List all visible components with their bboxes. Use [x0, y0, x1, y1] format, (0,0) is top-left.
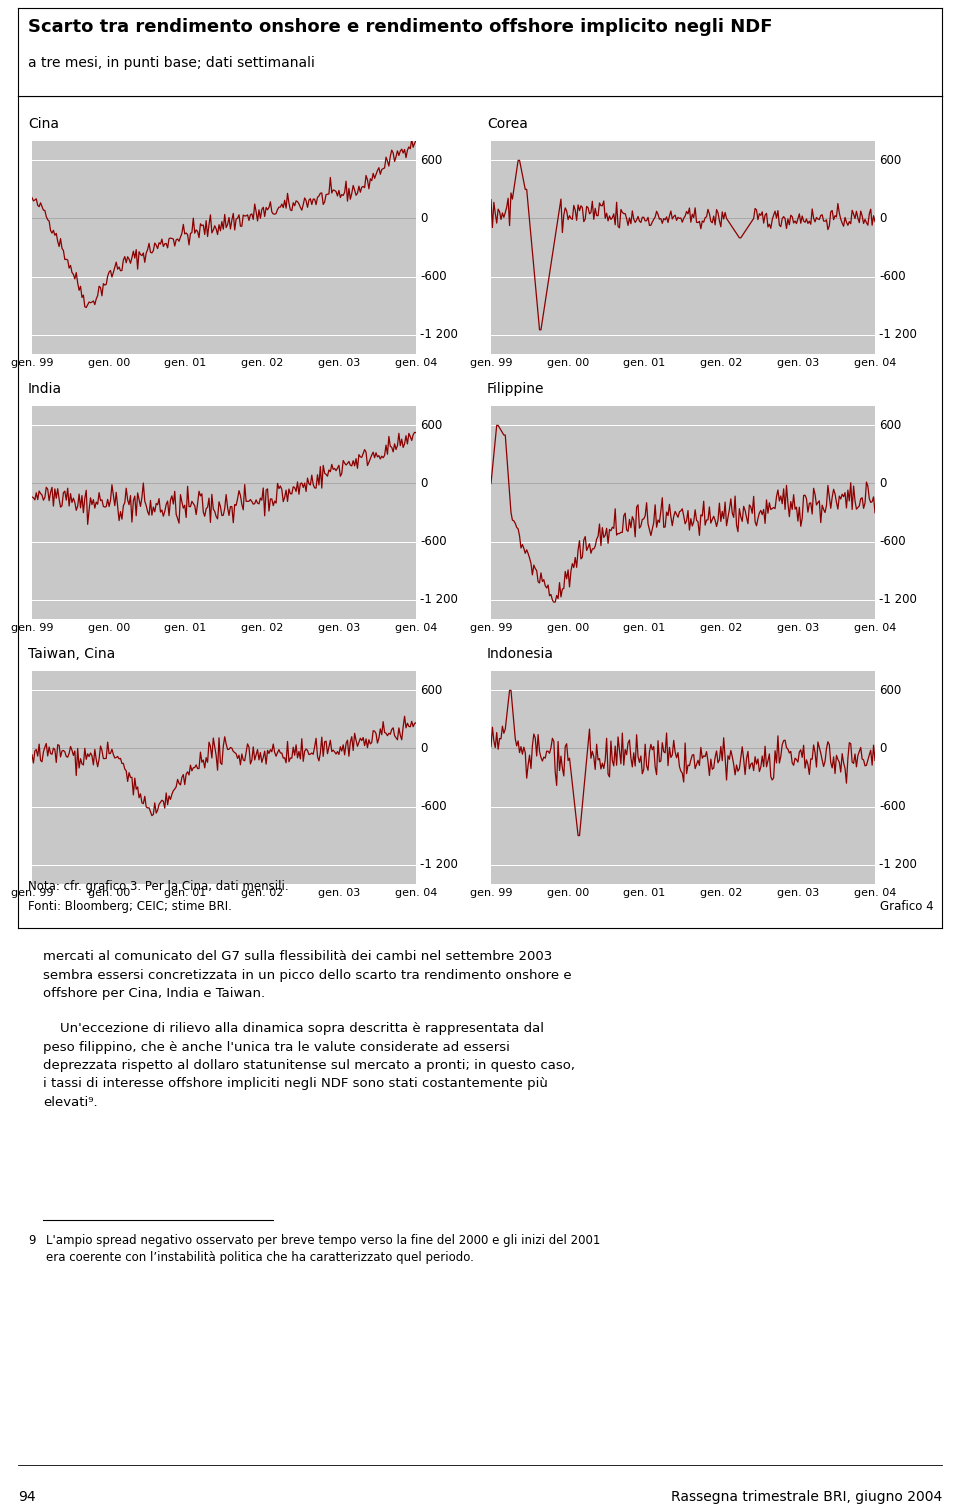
- Text: Fonti: Bloomberg; CEIC; stime BRI.: Fonti: Bloomberg; CEIC; stime BRI.: [28, 900, 232, 913]
- Text: gen. 00: gen. 00: [546, 359, 588, 368]
- Text: 0: 0: [879, 476, 886, 490]
- Text: L'ampio spread negativo osservato per breve tempo verso la fine del 2000 e gli i: L'ampio spread negativo osservato per br…: [46, 1234, 600, 1264]
- Text: gen. 02: gen. 02: [700, 359, 743, 368]
- Text: 600: 600: [420, 154, 443, 167]
- Text: gen. 00: gen. 00: [546, 622, 588, 633]
- Text: gen. 01: gen. 01: [623, 622, 665, 633]
- Text: Grafico 4: Grafico 4: [880, 900, 934, 913]
- Text: Cina: Cina: [28, 118, 59, 131]
- Text: gen. 03: gen. 03: [318, 888, 360, 898]
- Text: gen. 03: gen. 03: [318, 359, 360, 368]
- Text: gen. 99: gen. 99: [11, 888, 53, 898]
- Text: gen. 01: gen. 01: [164, 888, 206, 898]
- Text: Filippine: Filippine: [487, 381, 544, 396]
- Text: gen. 02: gen. 02: [241, 622, 283, 633]
- Text: Un'eccezione di rilievo alla dinamica sopra descritta è rappresentata dal
peso f: Un'eccezione di rilievo alla dinamica so…: [43, 1022, 575, 1109]
- Text: a tre mesi, in punti base; dati settimanali: a tre mesi, in punti base; dati settiman…: [28, 56, 315, 69]
- Text: -600: -600: [879, 800, 905, 814]
- Text: Rassegna trimestrale BRI, giugno 2004: Rassegna trimestrale BRI, giugno 2004: [671, 1490, 942, 1504]
- Text: gen. 04: gen. 04: [853, 888, 897, 898]
- Text: -600: -600: [420, 270, 446, 283]
- Text: 94: 94: [18, 1490, 36, 1504]
- Text: -600: -600: [879, 535, 905, 549]
- Text: gen. 01: gen. 01: [623, 359, 665, 368]
- Text: gen. 00: gen. 00: [87, 622, 130, 633]
- Text: gen. 00: gen. 00: [87, 359, 130, 368]
- Text: gen. 01: gen. 01: [164, 359, 206, 368]
- Text: -600: -600: [879, 270, 905, 283]
- Text: -1 200: -1 200: [420, 594, 458, 606]
- Text: gen. 00: gen. 00: [546, 888, 588, 898]
- Text: gen. 99: gen. 99: [469, 622, 513, 633]
- Text: 0: 0: [420, 741, 427, 755]
- Text: 0: 0: [879, 212, 886, 225]
- Text: gen. 01: gen. 01: [623, 888, 665, 898]
- Text: gen. 03: gen. 03: [318, 622, 360, 633]
- Text: India: India: [28, 381, 62, 396]
- Text: Nota: cfr. grafico 3. Per la Cina, dati mensili.: Nota: cfr. grafico 3. Per la Cina, dati …: [28, 880, 289, 894]
- Text: 9: 9: [28, 1234, 36, 1246]
- Text: -600: -600: [420, 800, 446, 814]
- Text: gen. 02: gen. 02: [241, 359, 283, 368]
- Text: -1 200: -1 200: [420, 857, 458, 871]
- Text: gen. 04: gen. 04: [395, 888, 437, 898]
- Text: gen. 02: gen. 02: [241, 888, 283, 898]
- Text: 600: 600: [879, 684, 901, 696]
- Text: 0: 0: [879, 741, 886, 755]
- Text: gen. 02: gen. 02: [700, 888, 743, 898]
- Text: gen. 99: gen. 99: [469, 359, 513, 368]
- Text: Corea: Corea: [487, 118, 528, 131]
- Text: gen. 03: gen. 03: [777, 359, 819, 368]
- Text: gen. 03: gen. 03: [777, 622, 819, 633]
- Text: gen. 99: gen. 99: [11, 359, 53, 368]
- Text: 600: 600: [420, 419, 443, 433]
- Text: gen. 04: gen. 04: [395, 622, 437, 633]
- Text: gen. 03: gen. 03: [777, 888, 819, 898]
- Text: gen. 00: gen. 00: [87, 888, 130, 898]
- Text: -600: -600: [420, 535, 446, 549]
- Text: mercati al comunicato del G7 sulla flessibilità dei cambi nel settembre 2003
sem: mercati al comunicato del G7 sulla fless…: [43, 949, 571, 1001]
- Text: gen. 99: gen. 99: [469, 888, 513, 898]
- Text: 600: 600: [879, 419, 901, 433]
- Text: gen. 01: gen. 01: [164, 622, 206, 633]
- Text: gen. 02: gen. 02: [700, 622, 743, 633]
- Text: 600: 600: [420, 684, 443, 696]
- Text: -1 200: -1 200: [420, 329, 458, 341]
- Text: gen. 04: gen. 04: [853, 359, 897, 368]
- Text: 0: 0: [420, 212, 427, 225]
- Text: 600: 600: [879, 154, 901, 167]
- Text: -1 200: -1 200: [879, 594, 917, 606]
- Text: gen. 04: gen. 04: [395, 359, 437, 368]
- Text: 0: 0: [420, 476, 427, 490]
- Text: Taiwan, Cina: Taiwan, Cina: [28, 647, 115, 662]
- Text: Indonesia: Indonesia: [487, 647, 554, 662]
- Text: gen. 04: gen. 04: [853, 622, 897, 633]
- Text: gen. 99: gen. 99: [11, 622, 53, 633]
- Text: -1 200: -1 200: [879, 329, 917, 341]
- Text: -1 200: -1 200: [879, 857, 917, 871]
- Text: Scarto tra rendimento onshore e rendimento offshore implicito negli NDF: Scarto tra rendimento onshore e rendimen…: [28, 18, 773, 36]
